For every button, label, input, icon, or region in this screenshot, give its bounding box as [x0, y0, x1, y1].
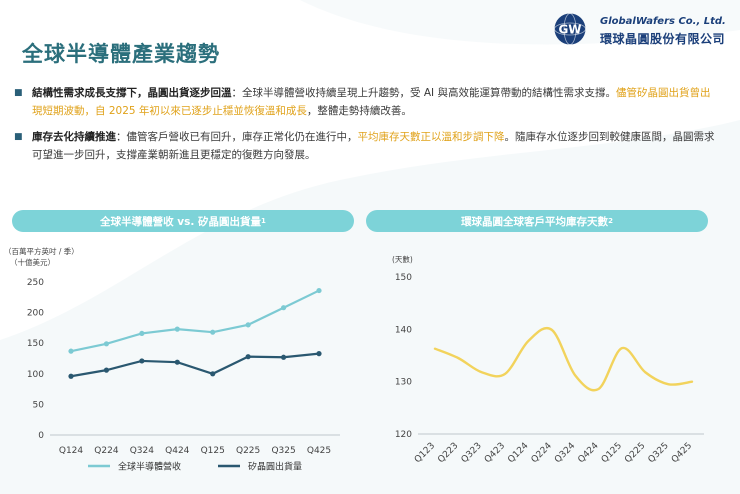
chart-1-data-point: [280, 305, 287, 311]
chart-1-y-tick: 100: [27, 370, 44, 380]
bullet-body: ：儘管客戶營收已有回升，庫存正常化仍在進行中，: [116, 131, 358, 143]
chart-1-x-tick: Q125: [201, 446, 225, 456]
chart-1-series-line-1: [70, 352, 320, 378]
chart-1-data-point: [68, 348, 74, 354]
chart-1-data-point: [245, 354, 251, 360]
chart-2-x-tick: Q224: [530, 441, 554, 465]
chart-1-data-point: [103, 367, 110, 373]
chart-2-header-text: 環球晶圓全球客戶平均庫存天數: [461, 215, 609, 228]
chart-1-legend-label: 全球半導體營收: [118, 461, 181, 473]
chart-1-data-point: [174, 359, 180, 365]
chart-1-header-text: 全球半導體營收 vs. 矽晶圓出貨量: [100, 215, 262, 228]
chart-2-y-tick: 140: [395, 325, 412, 335]
chart-1-x-tick: Q424: [165, 446, 190, 456]
chart-1-y-tick: 200: [27, 309, 44, 319]
chart-2-x-tick: Q124: [506, 441, 530, 465]
chart-1-data-point: [245, 322, 251, 328]
chart-1-x-tick: Q425: [307, 446, 331, 456]
chart-1-header: 全球半導體營收 vs. 矽晶圓出貨量 1: [12, 210, 354, 232]
bullet-text: 庫存去化持續推進：儘管客戶營收已有回升，庫存正常化仍在進行中，平均庫存天數正以溫…: [32, 128, 720, 164]
logo-name-en: GlobalWafers Co., Ltd.: [600, 16, 726, 27]
chart-1-y-tick: 0: [38, 431, 44, 441]
chart-1-data-point: [103, 341, 110, 347]
page-title: 全球半導體產業趨勢: [22, 42, 220, 66]
chart-1-data-point: [316, 287, 322, 294]
square-bullet-icon: ■: [14, 88, 23, 98]
chart-1-unit-label: （十億美元）: [10, 257, 55, 267]
chart-1-y-tick: 150: [27, 339, 44, 349]
chart-1-x-tick: Q225: [236, 446, 260, 456]
chart-2-x-tick: Q424: [576, 441, 600, 465]
chart-2-y-tick: 130: [395, 378, 412, 388]
chart-2-x-tick: Q223: [436, 441, 460, 465]
chart-2-x-tick: Q324: [553, 441, 577, 465]
chart-2-x-tick: Q423: [483, 441, 507, 465]
chart-1-x-tick: Q325: [271, 446, 295, 456]
chart-2-x-tick: Q125: [600, 441, 624, 465]
chart-1-data-point: [316, 351, 322, 357]
chart-1-data-point: [280, 354, 287, 360]
chart-1-data-point: [210, 329, 216, 335]
bullet-heading: 結構性需求成長支撐下，晶圓出貨逐步回溫: [32, 87, 232, 99]
chart-1-data-point: [174, 326, 180, 332]
bullet-highlight: 儘管矽晶圓出貨曾出現短期波動，自 2025 年初以來已逐步止穩並恢復溫和成長: [32, 87, 711, 117]
chart-1-data-point: [139, 330, 145, 337]
bullet-list: ■ 結構性需求成長支撐下，晶圓出貨逐步回溫：全球半導體營收持續呈現上升趨勢，受 …: [14, 84, 720, 172]
logo-mark-text: GW: [558, 23, 581, 37]
bullet-item: ■ 庫存去化持續推進：儘管客戶營收已有回升，庫存正常化仍在進行中，平均庫存天數正…: [14, 128, 720, 164]
bullet-body-end: 。隨庫存水位逐步回到較健康區間，晶圓需求可望進一步回升，支撐產業朝新進且更穩定的…: [32, 131, 715, 161]
chart-2-x-tick: Q323: [460, 441, 484, 465]
chart-2-header-footnote: 2: [608, 217, 613, 225]
chart-1-series-line-0: [70, 289, 320, 353]
chart-1-data-point: [68, 373, 74, 379]
bullet-item: ■ 結構性需求成長支撐下，晶圓出貨逐步回溫：全球半導體營收持續呈現上升趨勢，受 …: [14, 84, 720, 120]
bullet-highlight: 平均庫存天數正以溫和步調下降: [357, 131, 505, 143]
chart-1-legend-label: 矽晶圓出貨量: [248, 461, 302, 473]
chart-2-x-tick: Q325: [647, 441, 671, 465]
chart-2-y-tick: 120: [395, 430, 412, 440]
chart-2-unit-label: (天數): [392, 254, 413, 264]
chart-1-unit-label: （百萬平方英吋 / 季）: [4, 246, 79, 256]
bullet-text: 結構性需求成長支撐下，晶圓出貨逐步回溫：全球半導體營收持續呈現上升趨勢，受 AI…: [32, 84, 720, 120]
chart-1-x-tick: Q324: [130, 446, 155, 456]
bullet-heading: 庫存去化持續推進: [32, 131, 116, 143]
company-logo: GW GlobalWafers Co., Ltd. 環球晶圓股份有限公司: [552, 12, 726, 46]
bullet-body: ：全球半導體營收持續呈現上升趨勢，受 AI 與高效能運算帶動的結構性需求支撐。: [231, 87, 616, 99]
chart-1-data-point: [210, 371, 216, 377]
chart-2-x-tick: Q225: [623, 441, 647, 465]
logo-name-zh: 環球晶圓股份有限公司: [600, 32, 726, 46]
chart-1-x-tick: Q124: [59, 446, 84, 456]
chart-2-y-tick: 150: [395, 273, 412, 283]
chart-1-data-point: [139, 358, 145, 364]
chart-2-x-tick: Q123: [413, 441, 437, 465]
square-bullet-icon: ■: [14, 132, 23, 142]
chart-1-header-footnote: 1: [261, 217, 266, 225]
chart-1-x-tick: Q224: [94, 446, 119, 456]
chart-1-y-tick: 250: [27, 278, 44, 288]
chart-2-x-tick: Q425: [670, 441, 694, 465]
globe-icon: GW: [554, 13, 586, 45]
chart-1-y-tick: 50: [33, 400, 45, 410]
chart-2-series-line-0: [433, 326, 694, 392]
bullet-body-end: ，整體走勢持續改善。: [306, 105, 412, 117]
chart-2-header: 環球晶圓全球客戶平均庫存天數 2: [366, 210, 708, 232]
